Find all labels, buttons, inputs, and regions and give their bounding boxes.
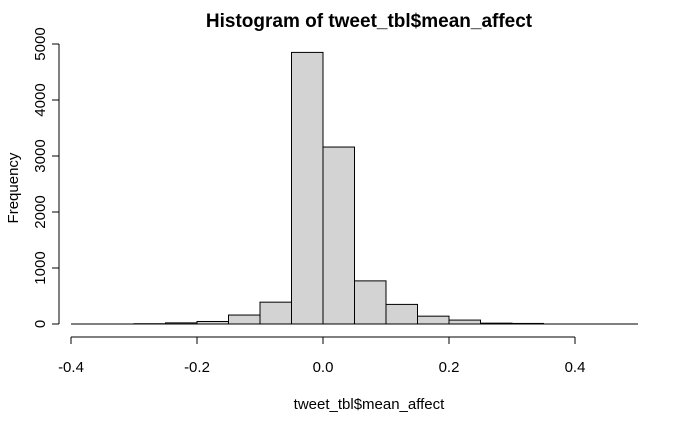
y-tick-label: 4000 [32, 83, 49, 116]
x-tick-label: -0.2 [184, 359, 210, 376]
x-tick-label: 0.2 [439, 359, 460, 376]
histogram-bar [385, 303, 418, 325]
y-axis-label: Frequency [5, 152, 22, 223]
y-tick-label: 5000 [32, 27, 49, 60]
histogram-bar [354, 280, 387, 325]
x-tick-label: 0.0 [313, 359, 334, 376]
histogram-bar [196, 320, 229, 325]
y-tick-label: 3000 [32, 139, 49, 172]
histogram-bar [417, 315, 450, 325]
y-axis: 0 1000 2000 3000 4000 5000 [32, 27, 60, 328]
histogram-bar [511, 322, 544, 325]
histogram-bars [71, 51, 638, 325]
x-tick-label: -0.4 [58, 359, 84, 376]
x-axis: -0.4 -0.2 0.0 0.2 0.4 [58, 336, 586, 376]
histogram-bar [291, 51, 324, 325]
y-tick-label: 0 [32, 320, 49, 328]
histogram-bar [480, 322, 513, 325]
chart-title: Histogram of tweet_tbl$mean_affect [206, 11, 533, 32]
histogram-bar [165, 322, 198, 325]
y-tick-label: 2000 [32, 195, 49, 228]
histogram-bar [259, 301, 292, 325]
histogram-bar [322, 146, 355, 325]
y-tick-label: 1000 [32, 251, 49, 284]
histogram-bar [228, 314, 261, 325]
x-tick-label: 0.4 [565, 359, 586, 376]
histogram-bar [448, 319, 481, 325]
x-axis-label: tweet_tbl$mean_affect [294, 396, 445, 413]
